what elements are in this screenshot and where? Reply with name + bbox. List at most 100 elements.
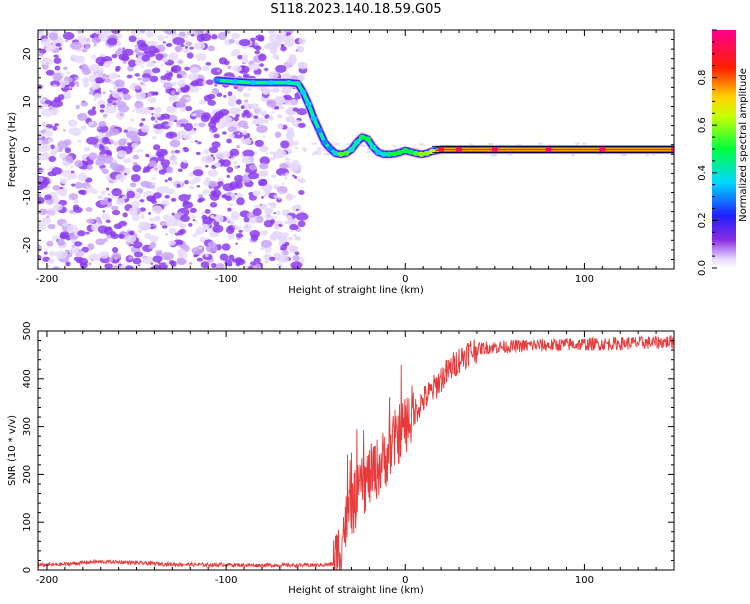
noise-blob bbox=[99, 109, 105, 113]
noise-blob bbox=[146, 154, 150, 158]
noise-blob bbox=[96, 126, 101, 130]
noise-blob bbox=[118, 53, 129, 61]
spectrogram-y-axis-label: Frequency (Hz) bbox=[7, 112, 18, 188]
noise-blob bbox=[53, 173, 57, 177]
noise-blob bbox=[108, 257, 114, 262]
noise-blob bbox=[64, 147, 72, 154]
noise-blob bbox=[180, 44, 185, 48]
noise-blob bbox=[179, 214, 191, 222]
noise-blob bbox=[130, 118, 135, 122]
noise-blob bbox=[292, 195, 297, 198]
noise-blob bbox=[141, 54, 151, 62]
noise-blob bbox=[311, 142, 319, 145]
noise-blob bbox=[107, 60, 114, 65]
noise-blob bbox=[131, 109, 135, 113]
noise-blob bbox=[297, 61, 304, 68]
x-tick-label: 100 bbox=[575, 274, 594, 285]
noise-blob bbox=[269, 202, 277, 209]
noise-blob bbox=[279, 30, 287, 34]
noise-blob bbox=[288, 158, 292, 162]
noise-blob bbox=[142, 256, 154, 265]
noise-blob bbox=[160, 63, 164, 67]
noise-blob bbox=[116, 96, 123, 102]
noise-blob bbox=[88, 91, 95, 95]
noise-blob bbox=[189, 67, 200, 74]
noise-blob bbox=[202, 223, 210, 231]
noise-blob bbox=[103, 155, 114, 164]
noise-blob bbox=[238, 229, 243, 233]
noise-blob bbox=[194, 219, 198, 223]
noise-blob bbox=[166, 166, 174, 174]
noise-blob bbox=[261, 118, 269, 125]
noise-blob bbox=[241, 58, 249, 64]
noise-blob bbox=[176, 74, 182, 79]
noise-blob bbox=[114, 79, 125, 87]
noise-blob bbox=[288, 236, 293, 241]
noise-blob bbox=[273, 194, 279, 198]
noise-blob bbox=[170, 149, 175, 154]
noise-blob bbox=[95, 216, 102, 223]
snr-x-axis-label: Height of straight line (km) bbox=[288, 585, 424, 596]
noise-blob bbox=[95, 77, 104, 83]
noise-blob bbox=[77, 230, 86, 237]
noise-blob bbox=[253, 115, 259, 119]
noise-blob bbox=[140, 124, 150, 133]
x-tick-label: -200 bbox=[36, 274, 59, 285]
noise-blob bbox=[222, 131, 227, 135]
noise-blob bbox=[278, 242, 283, 246]
noise-blob bbox=[154, 91, 159, 96]
noise-blob bbox=[191, 215, 196, 219]
noise-blob bbox=[212, 224, 224, 233]
noise-blob bbox=[217, 31, 228, 41]
y-tick-label: -20 bbox=[22, 237, 33, 253]
noise-blob bbox=[47, 137, 54, 144]
noise-blob bbox=[184, 105, 193, 112]
noise-blob bbox=[123, 129, 128, 133]
colorbar-tick-label: 0.8 bbox=[697, 70, 708, 86]
ridge-point bbox=[428, 148, 436, 155]
noise-blob bbox=[190, 196, 193, 199]
y-tick-label: 200 bbox=[22, 465, 33, 484]
noise-blob bbox=[253, 106, 263, 115]
x-tick-label: -100 bbox=[215, 575, 238, 586]
noise-blob bbox=[168, 240, 177, 246]
noise-blob bbox=[130, 174, 141, 183]
noise-blob bbox=[264, 214, 270, 219]
noise-blob bbox=[200, 261, 210, 269]
noise-blob bbox=[487, 142, 494, 146]
noise-blob bbox=[207, 93, 216, 100]
colorbar-tick-label: 0.4 bbox=[697, 165, 708, 181]
noise-blob bbox=[251, 119, 260, 126]
noise-blob bbox=[48, 250, 56, 257]
noise-blob bbox=[188, 223, 193, 227]
noise-blob bbox=[174, 119, 178, 123]
noise-blob bbox=[184, 66, 190, 71]
noise-blob bbox=[296, 208, 299, 212]
noise-blob bbox=[149, 106, 155, 111]
noise-blob bbox=[51, 167, 62, 175]
noise-blob bbox=[138, 221, 152, 230]
noise-blob bbox=[259, 162, 269, 170]
noise-blob bbox=[201, 155, 214, 164]
noise-blob bbox=[294, 251, 300, 256]
noise-blob bbox=[243, 109, 250, 114]
noise-blob bbox=[151, 205, 163, 214]
noise-blob bbox=[167, 122, 174, 127]
snr-x-ticks: -200 -100 0 100 bbox=[36, 331, 675, 586]
noise-blob bbox=[111, 53, 118, 59]
noise-blob bbox=[216, 92, 223, 98]
noise-blob bbox=[63, 91, 72, 100]
noise-blob bbox=[108, 128, 120, 136]
noise-blob bbox=[102, 210, 106, 213]
noise-blob bbox=[112, 179, 118, 183]
noise-blob bbox=[228, 220, 235, 225]
noise-blob bbox=[38, 152, 51, 161]
noise-blob bbox=[134, 73, 140, 77]
noise-blob bbox=[198, 99, 206, 105]
noise-blob bbox=[177, 130, 188, 139]
ridge-point bbox=[455, 146, 463, 153]
noise-blob bbox=[162, 41, 166, 44]
noise-blob bbox=[111, 252, 122, 260]
noise-blob bbox=[72, 212, 76, 215]
